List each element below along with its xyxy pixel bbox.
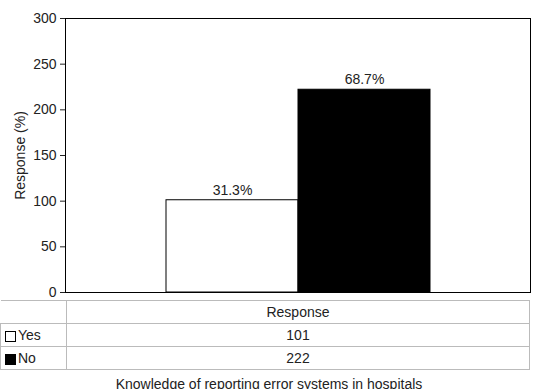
html-text:101: 101 bbox=[286, 327, 310, 343]
svg-text:31.3%: 31.3% bbox=[213, 182, 253, 198]
html-text:222: 222 bbox=[286, 350, 310, 366]
svg-text:50: 50 bbox=[41, 238, 57, 254]
svg-text:100: 100 bbox=[33, 193, 57, 209]
svg-text:150: 150 bbox=[33, 147, 57, 163]
svg-text:300: 300 bbox=[33, 10, 57, 26]
svg-text:200: 200 bbox=[33, 101, 57, 117]
svg-text:0: 0 bbox=[49, 284, 57, 300]
svg-text:Response (%): Response (%) bbox=[12, 111, 28, 200]
html-text:Yes: Yes bbox=[18, 327, 41, 343]
svg-text:68.7%: 68.7% bbox=[345, 71, 385, 87]
html-text:No: No bbox=[18, 350, 36, 366]
svg-text:250: 250 bbox=[33, 56, 57, 72]
html-text:Response: Response bbox=[266, 304, 330, 320]
